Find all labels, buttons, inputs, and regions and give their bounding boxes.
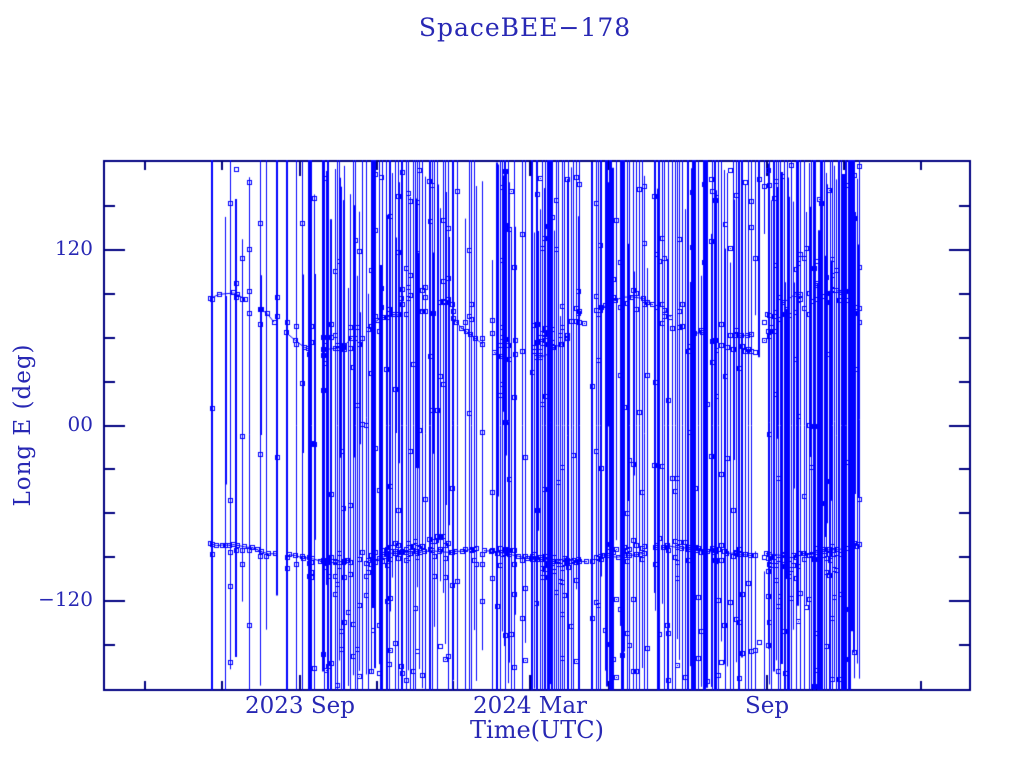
x-axis-label: Time(UTC) <box>470 716 604 744</box>
y-tick-label: 120 <box>54 236 93 260</box>
x-tick-label: 2024 Mar <box>472 693 588 719</box>
x-tick-label: 2023 Sep <box>245 693 355 719</box>
chart-title: SpaceBEE−178 <box>418 13 632 42</box>
y-tick-label: −120 <box>38 587 93 611</box>
x-tick-label: Sep <box>744 693 790 719</box>
y-tick-label: 00 <box>67 411 93 436</box>
